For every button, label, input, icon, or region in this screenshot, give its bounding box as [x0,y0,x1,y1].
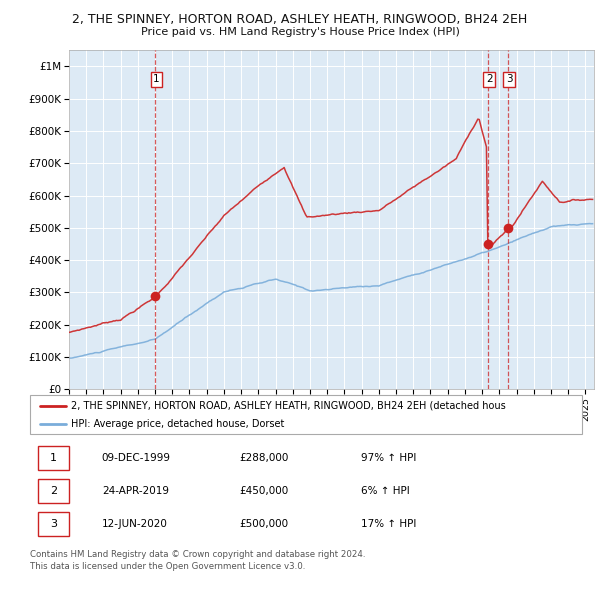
FancyBboxPatch shape [38,479,68,503]
FancyBboxPatch shape [30,395,582,434]
Text: 24-APR-2019: 24-APR-2019 [102,486,169,496]
Text: 97% ↑ HPI: 97% ↑ HPI [361,454,416,463]
FancyBboxPatch shape [38,447,68,470]
Text: 2, THE SPINNEY, HORTON ROAD, ASHLEY HEATH, RINGWOOD, BH24 2EH (detached hous: 2, THE SPINNEY, HORTON ROAD, ASHLEY HEAT… [71,401,506,411]
Text: 3: 3 [506,74,512,84]
Text: 2: 2 [486,74,493,84]
FancyBboxPatch shape [38,512,68,536]
Text: This data is licensed under the Open Government Licence v3.0.: This data is licensed under the Open Gov… [30,562,305,571]
Text: 1: 1 [153,74,160,84]
Text: 6% ↑ HPI: 6% ↑ HPI [361,486,410,496]
Text: £288,000: £288,000 [240,454,289,463]
Text: 09-DEC-1999: 09-DEC-1999 [102,454,171,463]
Text: Contains HM Land Registry data © Crown copyright and database right 2024.: Contains HM Land Registry data © Crown c… [30,550,365,559]
Text: HPI: Average price, detached house, Dorset: HPI: Average price, detached house, Dors… [71,419,285,429]
Text: 3: 3 [50,519,57,529]
Text: 12-JUN-2020: 12-JUN-2020 [102,519,167,529]
Text: Price paid vs. HM Land Registry's House Price Index (HPI): Price paid vs. HM Land Registry's House … [140,27,460,37]
Text: £450,000: £450,000 [240,486,289,496]
Text: 1: 1 [50,454,57,463]
Text: £500,000: £500,000 [240,519,289,529]
Text: 2: 2 [50,486,57,496]
Text: 17% ↑ HPI: 17% ↑ HPI [361,519,416,529]
Text: 2, THE SPINNEY, HORTON ROAD, ASHLEY HEATH, RINGWOOD, BH24 2EH: 2, THE SPINNEY, HORTON ROAD, ASHLEY HEAT… [73,13,527,26]
